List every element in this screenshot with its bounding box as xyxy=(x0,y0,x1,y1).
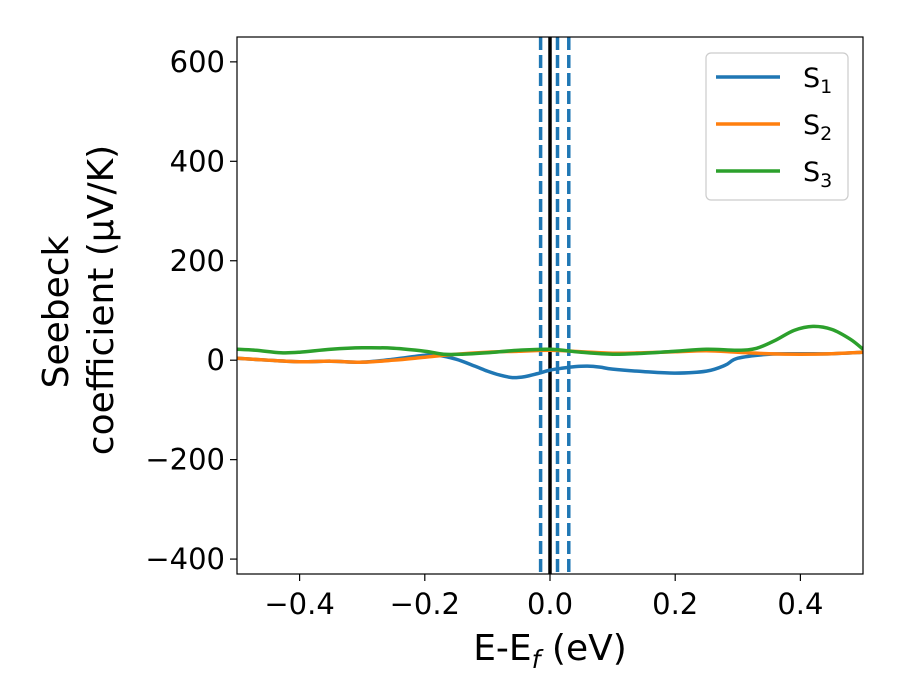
y-axis-label-line1: Seebeck xyxy=(36,235,77,388)
x-tick-label: −0.4 xyxy=(264,587,334,621)
x-tick-label: 0.4 xyxy=(777,587,823,621)
y-tick-label: 600 xyxy=(170,45,225,79)
vertical-reference-lines xyxy=(538,37,571,574)
y-tick-label: 200 xyxy=(170,244,225,278)
series-line-s3 xyxy=(237,324,863,357)
y-tick-label: 0 xyxy=(207,343,225,377)
legend-label-s3: S3 xyxy=(803,157,832,192)
legend: S1 S2 S3 xyxy=(705,52,849,201)
x-axis-label: E-Ef (eV) xyxy=(473,628,627,674)
x-tick-label: 0.2 xyxy=(652,587,698,621)
y-tick-label: −400 xyxy=(145,542,225,576)
y-axis-ticks: −400 −200 0 200 400 600 xyxy=(145,45,237,576)
legend-box xyxy=(705,52,849,201)
y-axis-label-line2: coefficient (μV/K) xyxy=(81,145,122,455)
y-axis-label: Seebeck coefficient (μV/K) xyxy=(36,145,122,455)
y-tick-label: −200 xyxy=(145,443,225,477)
y-tick-label: 400 xyxy=(170,144,225,178)
x-tick-label: −0.2 xyxy=(390,587,460,621)
x-axis-ticks: −0.4 −0.2 0.0 0.2 0.4 xyxy=(264,574,823,621)
series-lines xyxy=(237,324,863,380)
legend-label-s2: S2 xyxy=(803,110,832,145)
x-tick-label: 0.0 xyxy=(527,587,573,621)
legend-label-s1: S1 xyxy=(803,63,832,98)
